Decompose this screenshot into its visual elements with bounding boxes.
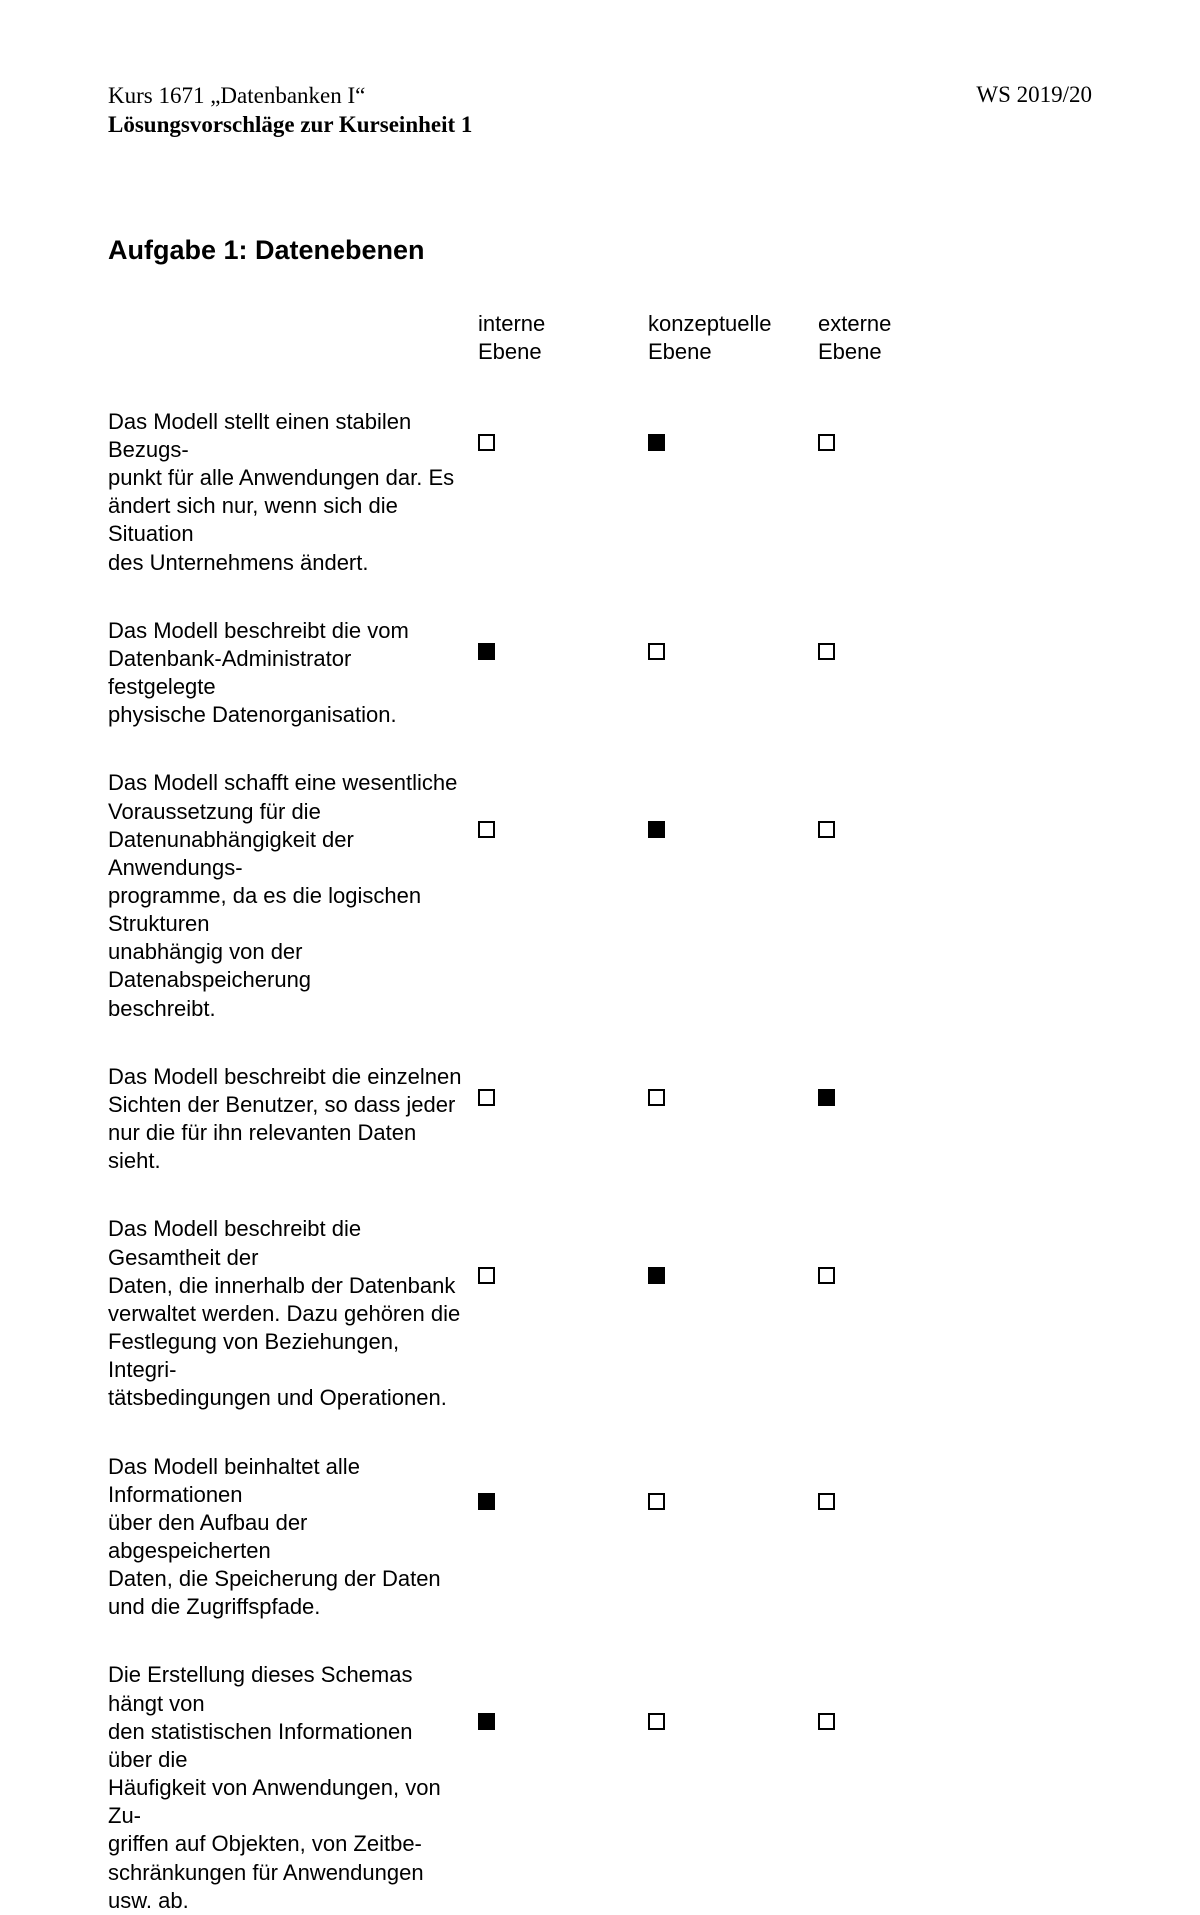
row-text: Das Modell beinhaltet alle Informationen…: [108, 1453, 478, 1622]
checkbox-empty-icon: [818, 821, 835, 838]
checkbox-cell: [818, 408, 928, 462]
checkbox-empty-icon: [818, 1713, 835, 1730]
column-header-row: interne Ebene konzeptuelle Ebene externe…: [108, 310, 1092, 366]
checkbox-cell: [478, 1063, 648, 1117]
checkbox-cell: [648, 408, 818, 462]
checkbox-cell: [648, 1661, 818, 1741]
checkbox-empty-icon: [648, 1089, 665, 1106]
row-text: Die Erstellung dieses Schemas hängt vond…: [108, 1661, 478, 1914]
checkbox-empty-icon: [818, 1267, 835, 1284]
row-text: Das Modell stellt einen stabilen Bezugs-…: [108, 408, 478, 577]
checkbox-cell: [648, 1215, 818, 1295]
row-text: Das Modell beschreibt die vomDatenbank-A…: [108, 617, 478, 730]
header-spacer: [108, 310, 478, 366]
checkbox-cell: [818, 617, 928, 671]
checkbox-cell: [818, 769, 928, 849]
checkbox-cell: [818, 1215, 928, 1295]
page-header: Kurs 1671 „Datenbanken I“ Lösungsvorschl…: [108, 82, 1092, 140]
row-text: Das Modell beschreibt die Gesamtheit der…: [108, 1215, 478, 1412]
question-table: interne Ebene konzeptuelle Ebene externe…: [108, 310, 1092, 1915]
checkbox-cell: [478, 1215, 648, 1295]
checkbox-filled-icon: [818, 1089, 835, 1106]
checkbox-cell: [818, 1453, 928, 1521]
table-row: Das Modell stellt einen stabilen Bezugs-…: [108, 408, 1092, 577]
checkbox-cell: [648, 1063, 818, 1117]
col3-line2: Ebene: [818, 339, 882, 364]
table-row: Das Modell beschreibt die vomDatenbank-A…: [108, 617, 1092, 730]
checkbox-filled-icon: [478, 1493, 495, 1510]
checkbox-filled-icon: [648, 434, 665, 451]
checkbox-cell: [478, 408, 648, 462]
task-title: Aufgabe 1: Datenebenen: [108, 235, 1092, 266]
checkbox-cell: [478, 1661, 648, 1741]
table-row: Das Modell beschreibt die einzelnenSicht…: [108, 1063, 1092, 1176]
term-label: WS 2019/20: [976, 82, 1092, 108]
course-name: Kurs 1671 „Datenbanken I“: [108, 82, 472, 111]
checkbox-cell: [648, 769, 818, 849]
checkbox-empty-icon: [478, 434, 495, 451]
checkbox-empty-icon: [818, 643, 835, 660]
col2-line1: konzeptuelle: [648, 311, 772, 336]
checkbox-cell: [818, 1661, 928, 1741]
checkbox-empty-icon: [648, 1713, 665, 1730]
checkbox-cell: [478, 617, 648, 671]
checkbox-empty-icon: [478, 1089, 495, 1106]
checkbox-empty-icon: [818, 434, 835, 451]
col1-line1: interne: [478, 311, 545, 336]
row-text: Das Modell beschreibt die einzelnenSicht…: [108, 1063, 478, 1176]
col2-line2: Ebene: [648, 339, 712, 364]
column-header-konzeptuelle: konzeptuelle Ebene: [648, 310, 818, 366]
checkbox-empty-icon: [648, 643, 665, 660]
table-row: Das Modell beschreibt die Gesamtheit der…: [108, 1215, 1092, 1412]
table-row: Das Modell beinhaltet alle Informationen…: [108, 1453, 1092, 1622]
column-header-externe: externe Ebene: [818, 310, 928, 366]
checkbox-cell: [648, 1453, 818, 1521]
row-text: Das Modell schafft eine wesentlicheVorau…: [108, 769, 478, 1022]
header-left: Kurs 1671 „Datenbanken I“ Lösungsvorschl…: [108, 82, 472, 140]
col3-line1: externe: [818, 311, 891, 336]
table-row: Die Erstellung dieses Schemas hängt vond…: [108, 1661, 1092, 1914]
checkbox-filled-icon: [648, 821, 665, 838]
checkbox-empty-icon: [648, 1493, 665, 1510]
document-subtitle: Lösungsvorschläge zur Kurseinheit 1: [108, 111, 472, 140]
column-header-interne: interne Ebene: [478, 310, 648, 366]
checkbox-filled-icon: [648, 1267, 665, 1284]
rows-container: Das Modell stellt einen stabilen Bezugs-…: [108, 408, 1092, 1915]
col1-line2: Ebene: [478, 339, 542, 364]
checkbox-filled-icon: [478, 643, 495, 660]
checkbox-empty-icon: [478, 821, 495, 838]
checkbox-cell: [478, 1453, 648, 1521]
table-row: Das Modell schafft eine wesentlicheVorau…: [108, 769, 1092, 1022]
checkbox-empty-icon: [818, 1493, 835, 1510]
checkbox-cell: [648, 617, 818, 671]
checkbox-filled-icon: [478, 1713, 495, 1730]
checkbox-cell: [818, 1063, 928, 1117]
checkbox-cell: [478, 769, 648, 849]
checkbox-empty-icon: [478, 1267, 495, 1284]
